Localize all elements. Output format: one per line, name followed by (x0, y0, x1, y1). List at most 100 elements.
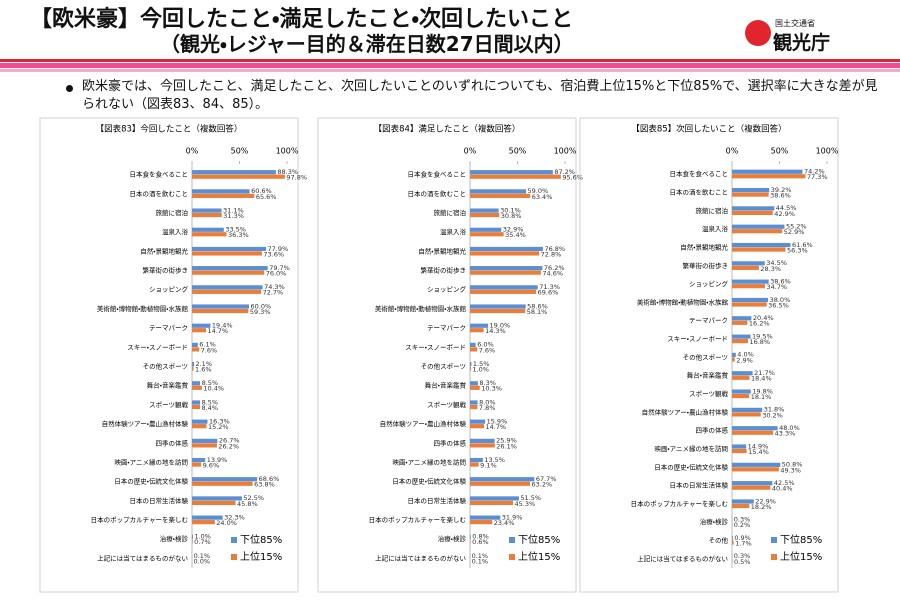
value-label: 1.0% (472, 366, 489, 374)
chart-title: 【図表83】今回したこと（複数回答） (96, 124, 243, 135)
panel (579, 117, 839, 593)
category-label: 上記には当てはまるものがない (637, 554, 728, 563)
bar (732, 192, 769, 197)
bar (192, 515, 223, 520)
category-label: その他スポーツ (683, 352, 728, 361)
panel (39, 117, 299, 593)
value-label: 26.2% (218, 442, 239, 450)
category-label: 自然体験ツアー・農山漁村体験 (102, 419, 189, 428)
value-label: 15.9% (487, 417, 508, 425)
bar (192, 174, 285, 179)
value-label: 18.4% (751, 375, 772, 383)
value-label: 34.7% (766, 283, 787, 291)
legend-label: 下位85% (240, 533, 282, 546)
value-label: 15.2% (208, 423, 229, 431)
bar (470, 227, 502, 232)
category-label: 映画・アニメ縁の地を訪問 (114, 457, 188, 466)
bar (732, 320, 748, 325)
value-label: 16.3% (209, 417, 230, 425)
bar (470, 539, 471, 544)
value-label: 0.1% (194, 552, 211, 560)
category-label: 温泉入浴 (440, 227, 467, 236)
value-label: 42.9% (774, 210, 795, 218)
bar (192, 289, 262, 294)
bar (192, 366, 194, 371)
bar (470, 424, 484, 429)
value-label: 95.6% (562, 174, 583, 182)
bar (470, 328, 484, 333)
bar (192, 534, 193, 539)
bar (192, 189, 250, 194)
bar (732, 503, 750, 509)
category-label: 繁華街の街歩き (421, 266, 467, 275)
value-label: 13.5% (484, 456, 505, 464)
bar (192, 481, 253, 486)
bar (470, 477, 535, 482)
value-label: 25.9% (496, 437, 517, 445)
stripe (0, 59, 900, 62)
category-label: テーマパーク (427, 324, 466, 332)
bar (470, 481, 531, 486)
value-label: 55.2% (786, 223, 807, 231)
value-label: 21.7% (754, 369, 775, 377)
bar (192, 362, 194, 367)
bar (470, 193, 531, 198)
bar (470, 457, 483, 463)
value-label: 0.7% (194, 538, 211, 546)
bar (192, 342, 198, 348)
bar (470, 232, 504, 237)
value-label: 58.1% (527, 308, 548, 316)
chart-title: 【図表85】次回したいこと（複数回答） (631, 124, 786, 135)
category-label: 日本の酒を飲むこと (670, 187, 729, 196)
value-label: 44.5% (776, 204, 797, 212)
bar (732, 297, 769, 303)
category-label: 日本の日常生活体験 (670, 481, 729, 490)
category-label: 美術館・博物館・動植物園・水族館 (375, 304, 467, 313)
category-label: 温泉入浴 (162, 227, 189, 236)
value-label: 7.8% (479, 404, 496, 412)
value-label: 38.6% (770, 191, 791, 199)
category-label: 治療・検診 (438, 534, 467, 543)
value-label: 0.9% (734, 534, 751, 542)
category-label: 四季の体感 (434, 438, 467, 447)
page-subtitle: （観光・レジャー目的＆滞在日数27日間以内） (160, 32, 574, 56)
bar (192, 438, 218, 443)
category-label: 四季の体感 (696, 426, 729, 435)
bar (192, 212, 222, 218)
category-label: 温泉入浴 (702, 224, 729, 233)
value-label: 56.3% (787, 246, 808, 254)
value-label: 45.8% (237, 500, 258, 508)
category-label: ショッピング (689, 279, 729, 288)
value-label: 74.3% (264, 283, 285, 291)
value-label: 67.7% (536, 475, 557, 483)
bar (470, 246, 543, 252)
category-label: 自然・景観地観光 (418, 246, 466, 255)
value-label: 18.1% (751, 393, 772, 401)
value-label: 76.2% (544, 264, 565, 272)
bar (192, 385, 202, 390)
bar (192, 208, 222, 213)
bar (470, 270, 541, 275)
x-tick-label: 100% (554, 147, 577, 156)
bar (470, 381, 478, 386)
category-label: 日本の酒を飲むこと (408, 189, 467, 198)
value-label: 50.8% (782, 461, 803, 469)
category-label: 上記には当てはまるものがない (375, 553, 466, 562)
legend-swatch (231, 554, 237, 560)
value-label: 18.2% (751, 503, 772, 511)
value-label: 65.6% (256, 193, 277, 201)
bar (732, 357, 735, 362)
value-label: 73.6% (263, 250, 284, 258)
value-label: 8.5% (202, 379, 219, 387)
value-label: 0.1% (472, 557, 489, 565)
category-label: 自然体験ツアー・農山漁村体験 (642, 407, 729, 416)
value-label: 7.6% (201, 346, 218, 354)
bar (732, 316, 752, 321)
value-label: 0.6% (472, 538, 489, 546)
category-label: 日本食を食べること (408, 170, 467, 179)
value-label: 20.4% (753, 314, 774, 322)
bar (192, 404, 200, 410)
value-label: 8.5% (202, 398, 219, 406)
value-label: 22.9% (755, 497, 776, 505)
value-label: 30.2% (762, 411, 783, 419)
